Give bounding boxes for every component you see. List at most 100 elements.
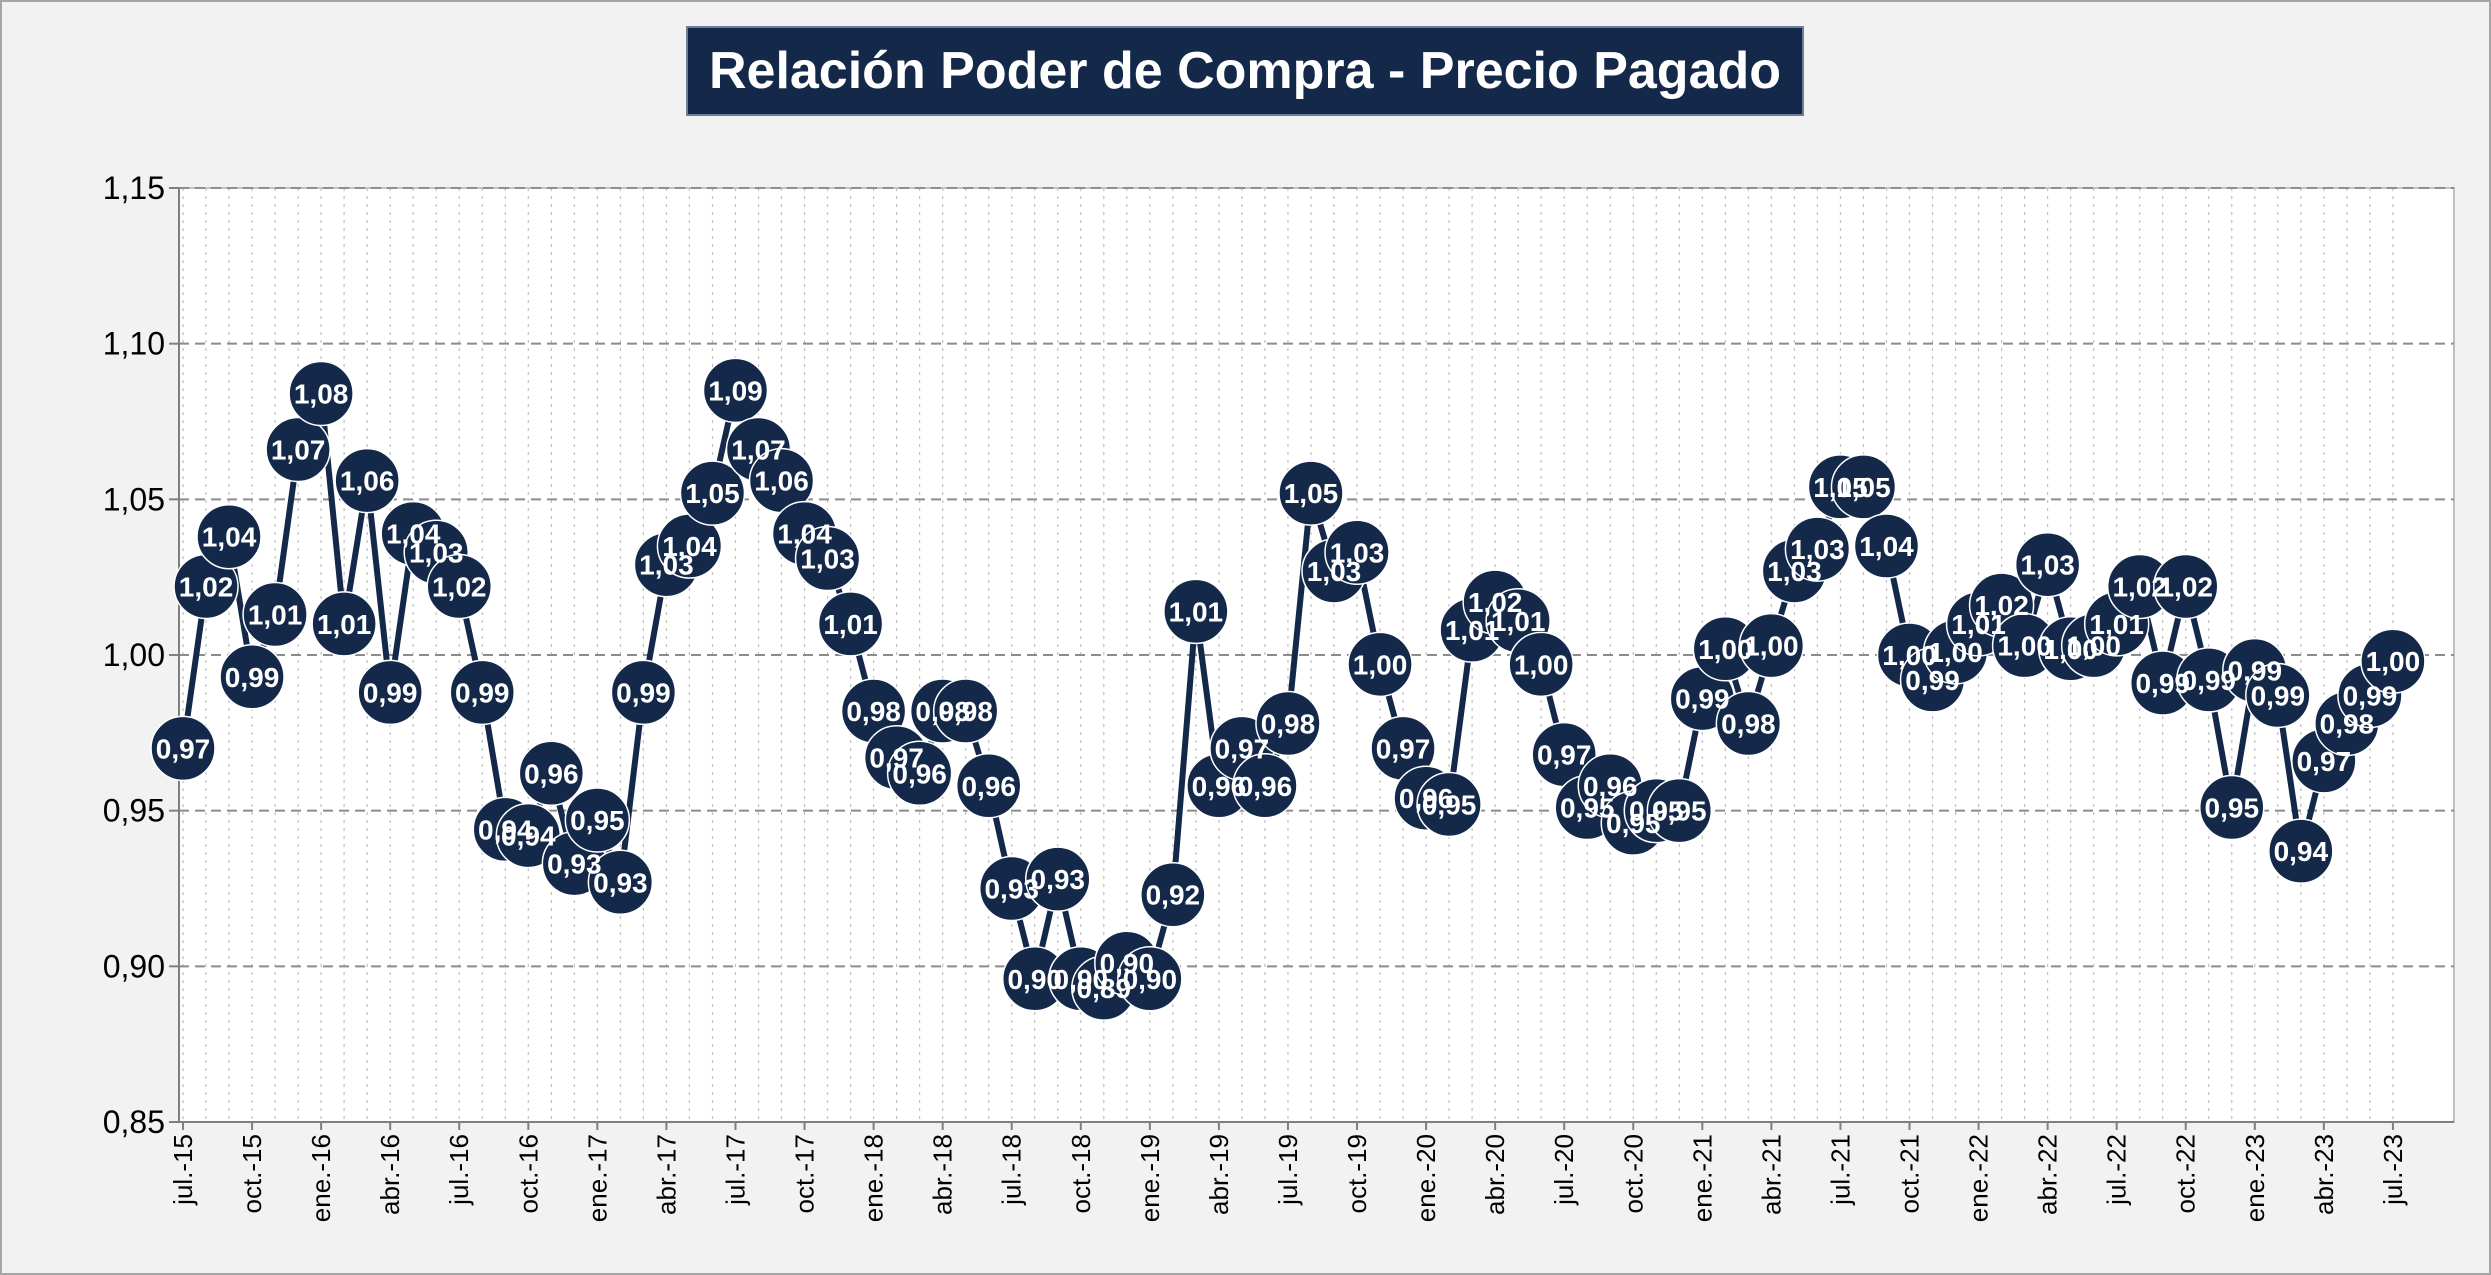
x-tick-label: ene.-23: [2240, 1134, 2270, 1222]
data-label: 1,09: [708, 375, 763, 406]
x-tick-label: ene.-20: [1411, 1134, 1441, 1222]
y-tick-label: 1,05: [103, 481, 165, 517]
data-label: 0,94: [478, 814, 533, 845]
data-point: [2360, 628, 2426, 694]
data-label: 1,08: [294, 378, 349, 409]
data-point: [794, 525, 861, 592]
data-label: 1,04: [1859, 531, 1914, 562]
data-label: 0,97: [2297, 746, 2352, 777]
x-tick-label: jul.-16: [444, 1134, 474, 1206]
data-point: [449, 659, 516, 726]
data-label: 0,99: [2343, 680, 2398, 711]
data-point: [564, 787, 631, 853]
data-point: [1025, 846, 1091, 912]
data-label: 0,96: [892, 758, 947, 789]
data-label: 0,95: [1652, 796, 1707, 827]
data-label: 0,99: [455, 677, 510, 708]
data-point: [610, 659, 677, 726]
data-label: 0,98: [1261, 708, 1316, 739]
data-label: 0,98: [1721, 708, 1776, 739]
x-tick-label: ene.-17: [582, 1134, 612, 1222]
data-label: 1,02: [432, 572, 487, 603]
x-tick-label: oct.-16: [513, 1134, 543, 1214]
data-label: 0,96: [1238, 771, 1293, 802]
x-tick-label: oct.-17: [790, 1134, 820, 1214]
data-label: 0,90: [1054, 964, 1109, 995]
data-label: 1,07: [271, 435, 326, 466]
data-point: [2199, 774, 2265, 841]
data-label: 1,01: [823, 609, 878, 640]
data-point: [1232, 753, 1298, 819]
data-point: [334, 447, 400, 514]
y-tick-label: 1,15: [103, 170, 165, 206]
data-label: 1,05: [685, 478, 740, 509]
data-label: 0,96: [524, 758, 579, 789]
data-point: [1784, 516, 1851, 582]
y-tick-label: 0,95: [103, 793, 165, 829]
data-label: 1,05: [1836, 472, 1891, 503]
data-point: [518, 740, 585, 807]
x-tick-label: jul.-21: [1825, 1134, 1855, 1206]
x-tick-label: abr.-17: [651, 1134, 681, 1215]
data-point: [219, 644, 285, 710]
data-label: 0,97: [1215, 733, 1270, 764]
data-point: [311, 591, 377, 657]
x-tick-label: abr.-20: [1480, 1134, 1510, 1215]
data-point: [932, 678, 999, 744]
x-tick-label: jul.-15: [168, 1134, 198, 1206]
x-tick-label: abr.-23: [2309, 1134, 2339, 1215]
data-point: [886, 740, 953, 807]
data-label: 0,97: [1537, 740, 1592, 771]
data-point: [2014, 531, 2081, 598]
data-label: 1,01: [2089, 609, 2144, 640]
data-point: [1416, 771, 1482, 838]
data-point: [1278, 460, 1344, 526]
data-point: [1255, 690, 1321, 757]
data-label: 1,00: [1353, 649, 1408, 680]
data-point: [1324, 519, 1390, 586]
data-point: [679, 460, 746, 526]
data-label: 0,89: [1077, 973, 1132, 1004]
data-point: [2245, 662, 2311, 729]
data-label: 0,99: [2251, 680, 2306, 711]
data-label: 1,00: [1997, 631, 2052, 662]
data-label: 1,02: [2112, 572, 2167, 603]
x-tick-label: oct.-20: [1618, 1134, 1648, 1214]
data-label: 0,98: [846, 696, 901, 727]
data-label: 1,02: [2158, 572, 2213, 603]
data-label: 1,03: [2020, 550, 2075, 581]
data-label: 0,95: [570, 805, 625, 836]
y-tick-label: 1,00: [103, 637, 165, 673]
data-label: 1,03: [1790, 534, 1845, 565]
data-label: 1,00: [1514, 649, 1569, 680]
data-label: 0,96: [961, 771, 1016, 802]
y-tick-label: 1,10: [103, 326, 165, 362]
data-label: 1,04: [662, 531, 717, 562]
y-tick-labels: 0,85 0,90 0,95 1,00 1,05 1,10 1,15: [103, 170, 179, 1140]
data-label: 0,93: [547, 849, 602, 880]
x-tick-label: jul.-23: [2378, 1134, 2408, 1206]
data-label: 0,95: [1606, 808, 1661, 839]
data-label: 1,03: [1330, 537, 1385, 568]
data-label: 0,98: [915, 696, 970, 727]
data-point: [955, 753, 1022, 819]
data-label: 1,01: [1491, 606, 1546, 637]
data-label: 0,94: [501, 821, 556, 852]
data-label: 0,92: [1146, 880, 1201, 911]
x-tick-label: abr.-22: [2033, 1134, 2063, 1215]
data-point: [265, 416, 331, 483]
data-point: [2268, 818, 2334, 884]
data-label: 1,03: [1767, 556, 1822, 587]
data-label: 0,95: [2205, 793, 2260, 824]
data-label: 1,04: [777, 519, 832, 550]
data-label: 0,93: [1031, 864, 1086, 895]
data-point: [702, 357, 769, 424]
x-tick-label: ene.-16: [306, 1134, 336, 1222]
data-label: 1,06: [340, 466, 395, 497]
x-tick-labels: jul.-15 oct.-15 ene.-16 abr.-16 jul.-16 oct.-…: [168, 1122, 2408, 1222]
data-label: 0,98: [2320, 708, 2375, 739]
data-label: 0,90: [1007, 964, 1062, 995]
x-tick-label: abr.-18: [928, 1134, 958, 1215]
data-label: 1,00: [1882, 640, 1937, 671]
data-point: [242, 581, 308, 648]
